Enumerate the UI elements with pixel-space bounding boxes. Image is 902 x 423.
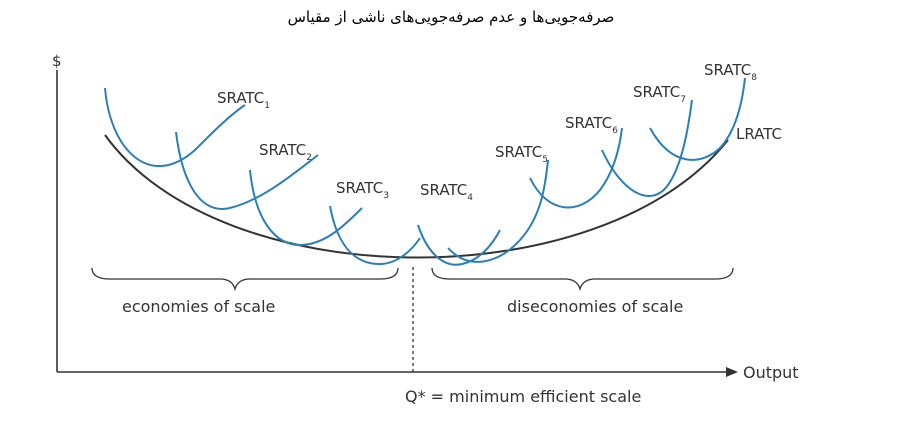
curves-group — [104, 77, 746, 266]
svg-text:SRATC8: SRATC8 — [704, 61, 757, 83]
sratc-5-label: SRATC5 — [495, 143, 548, 165]
svg-text:SRATC5: SRATC5 — [495, 143, 548, 165]
sratc-2-label: SRATC2 — [259, 141, 312, 163]
sratc-curve-7 — [529, 127, 623, 209]
svg-text:SRATC7: SRATC7 — [633, 83, 686, 105]
economies-label: economies of scale — [122, 297, 275, 316]
sratc-curve-4 — [329, 205, 421, 266]
q-star-label: Q* = minimum efficient scale — [405, 387, 641, 406]
x-axis-arrow — [726, 367, 738, 377]
svg-text:SRATC4: SRATC4 — [420, 181, 473, 203]
sratc-curve-6 — [447, 159, 549, 263]
sratc-4-label: SRATC4 — [420, 181, 473, 203]
diseconomies-brace — [431, 267, 734, 292]
sratc-8-label: SRATC8 — [704, 61, 757, 83]
svg-text:SRATC6: SRATC6 — [565, 114, 618, 136]
lratc-curve — [104, 134, 729, 259]
sratc-curve-5 — [417, 224, 501, 266]
diagram-title: صرفه‌جویی‌ها و عدم صرفه‌جویی‌های ناشی از… — [287, 8, 615, 26]
sratc-curve-8 — [601, 99, 693, 197]
y-axis-label: $ — [52, 52, 62, 70]
diseconomies-label: diseconomies of scale — [507, 297, 683, 316]
svg-text:SRATC2: SRATC2 — [259, 141, 312, 163]
lratc-label: LRATC — [736, 125, 782, 143]
sratc-curve-3 — [249, 169, 363, 247]
sratc-6-label: SRATC6 — [565, 114, 618, 136]
x-axis-label: Output — [743, 363, 799, 382]
sratc-curve-2 — [175, 131, 319, 210]
sratc-7-label: SRATC7 — [633, 83, 686, 105]
sratc-1-label: SRATC1 — [217, 89, 270, 111]
economies-brace — [91, 267, 399, 292]
sratc-curve-9 — [649, 77, 746, 161]
svg-text:SRATC1: SRATC1 — [217, 89, 270, 111]
sratc-3-label: SRATC3 — [336, 179, 389, 201]
svg-text:SRATC3: SRATC3 — [336, 179, 389, 201]
